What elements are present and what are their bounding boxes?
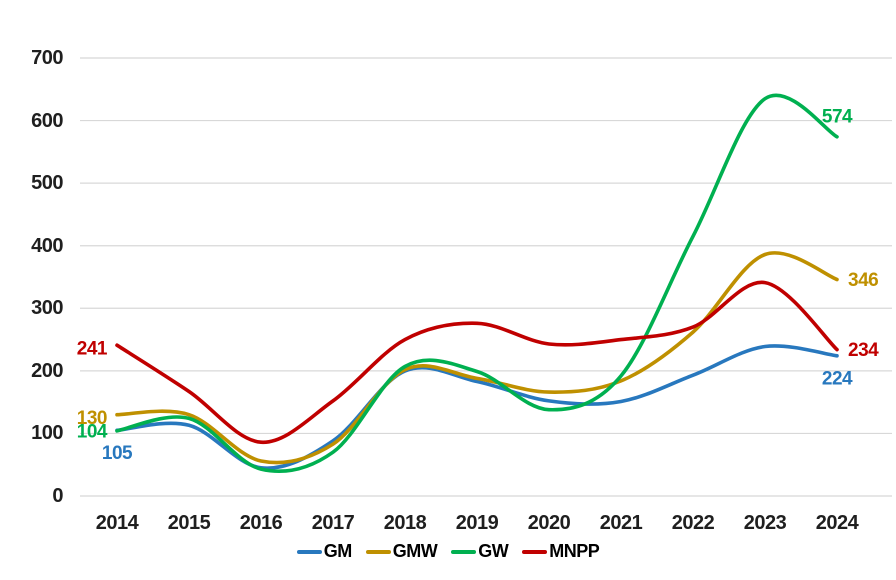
- x-axis-label-2022: 2022: [671, 512, 715, 534]
- y-axis-label-500: 500: [31, 172, 63, 195]
- series-line-GW: [115, 93, 839, 473]
- legend-item-GMW: GMW: [365, 541, 438, 562]
- series-start-label-MNPP: 241: [77, 339, 108, 360]
- legend-label-MNPP: MNPP: [549, 541, 600, 561]
- x-axis-label-2019: 2019: [455, 512, 499, 534]
- x-axis-label-2024: 2024: [815, 512, 859, 534]
- y-axis-label-200: 200: [31, 359, 63, 382]
- x-axis-label-2021: 2021: [599, 512, 643, 534]
- legend-marker-MNPP: [522, 549, 548, 554]
- y-axis-label-300: 300: [31, 297, 63, 320]
- series-end-label-GW: 574: [822, 106, 853, 127]
- y-axis-label-100: 100: [31, 422, 63, 445]
- series-end-label-GMW: 346: [848, 270, 878, 291]
- series-start-label-GM: 105: [102, 443, 133, 464]
- x-axis-label-2017: 2017: [311, 512, 355, 534]
- series-end-label-GM: 224: [822, 368, 853, 389]
- y-axis-label-400: 400: [31, 234, 63, 257]
- x-axis-label-2018: 2018: [383, 512, 427, 534]
- x-axis-label-2014: 2014: [95, 512, 139, 534]
- series-start-label-GMW: 130: [77, 408, 107, 429]
- x-axis-label-2020: 2020: [527, 512, 571, 534]
- legend-marker-GMW: [365, 549, 391, 554]
- x-axis-label-2023: 2023: [743, 512, 787, 534]
- series-line-GM: [115, 344, 839, 470]
- x-axis-label-2015: 2015: [167, 512, 211, 534]
- legend-item-MNPP: MNPP: [522, 541, 600, 562]
- series-end-label-MNPP: 234: [848, 340, 879, 361]
- legend: GM GMW GW MNPP: [0, 541, 896, 562]
- series-start-label-GW: 104: [77, 421, 108, 442]
- legend-label-GMW: GMW: [392, 541, 438, 561]
- series-line-GMW: [115, 251, 839, 465]
- legend-item-GW: GW: [451, 541, 509, 562]
- legend-marker-GM: [296, 549, 322, 554]
- y-axis-label-700: 700: [31, 47, 63, 69]
- x-axis-label-2016: 2016: [239, 512, 283, 534]
- legend-label-GW: GW: [478, 541, 509, 561]
- y-axis-label-600: 600: [31, 109, 63, 132]
- y-axis-label-0: 0: [52, 485, 63, 507]
- legend-marker-GW: [451, 549, 477, 554]
- legend-item-GM: GM: [296, 541, 353, 562]
- series-line-MNPP: [115, 280, 839, 445]
- legend-label-GM: GM: [323, 541, 353, 561]
